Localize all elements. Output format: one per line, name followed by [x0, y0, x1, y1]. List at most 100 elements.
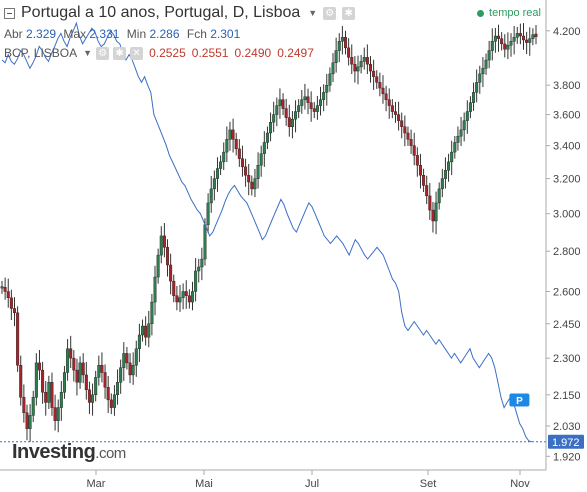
candle-body [94, 377, 98, 396]
y-tick-label: 2.600 [553, 286, 581, 298]
candle-body [16, 312, 20, 366]
candle-body [368, 63, 372, 72]
close-icon[interactable]: ✕ [130, 46, 144, 60]
realtime-indicator: tempo real [477, 7, 541, 19]
candle-body [206, 202, 210, 225]
candle-body [253, 178, 257, 190]
candle-body [450, 151, 454, 163]
y-tick-label: 3.200 [553, 174, 581, 186]
y-tick-label: 2.800 [553, 246, 581, 258]
close-value: 2.301 [210, 27, 241, 41]
candle-body [59, 392, 63, 408]
candle-body [166, 247, 170, 266]
candle-body [25, 412, 29, 429]
candle-body [187, 295, 191, 303]
high-label: Max [63, 27, 87, 41]
candle-body [244, 166, 248, 176]
settings-icon[interactable]: ⚙ [96, 46, 110, 60]
candle-body [169, 264, 173, 282]
gear-icon[interactable]: ✱ [113, 46, 127, 60]
y-tick-label: 1.920 [553, 451, 581, 463]
candle-body [240, 158, 244, 168]
candle-body [100, 365, 104, 373]
compare-series-row: BCP, LISBOA ▼ ⚙ ✱ ✕ 0.2525 0.2551 0.2490… [4, 46, 314, 60]
candle-body [128, 362, 132, 376]
candle-body [468, 102, 472, 112]
candle-body [200, 258, 204, 268]
settings-icon[interactable]: ⚙ [323, 6, 337, 20]
logo-domain: .com [95, 445, 126, 462]
candle-body [497, 35, 501, 39]
candle-body [184, 291, 188, 296]
candle-body [378, 82, 382, 89]
candle-body [56, 407, 60, 421]
candle-body [531, 34, 535, 39]
high-value: 2.331 [89, 27, 120, 41]
candle-body [443, 169, 447, 179]
candle-body [203, 224, 207, 260]
candle-body [440, 178, 444, 190]
candle-body [359, 61, 363, 68]
candle-body [428, 195, 432, 211]
status-dot-icon [477, 9, 485, 17]
candle-body [275, 105, 279, 115]
candle-body [109, 399, 113, 408]
candle-body [347, 47, 351, 58]
candle-body [222, 151, 226, 163]
candle-body [141, 325, 145, 336]
candle-body [409, 139, 413, 146]
candle-body [150, 301, 154, 324]
x-tick-label: Set [420, 478, 437, 490]
candle-body [22, 397, 26, 413]
chevron-down-icon[interactable]: ▼ [308, 8, 318, 18]
candle-body [481, 68, 485, 75]
candle-body [41, 369, 45, 393]
candle-body [162, 235, 166, 248]
event-marker[interactable]: P [509, 393, 530, 407]
candle-body [290, 118, 294, 128]
candle-body [175, 295, 179, 303]
candle-body [319, 99, 323, 106]
candle-body [490, 41, 494, 51]
chevron-down-icon[interactable]: ▼ [83, 48, 93, 58]
candle-body [66, 348, 70, 373]
candle-body [278, 99, 282, 106]
candle-body [122, 353, 126, 368]
candle-body [44, 392, 48, 403]
y-tick-label: 2.030 [553, 421, 581, 433]
candle-body [75, 369, 79, 383]
candle-body [3, 287, 7, 292]
investing-logo[interactable]: Investing.com [12, 441, 126, 464]
candle-body [219, 161, 223, 169]
gear-icon[interactable]: ✱ [342, 6, 356, 20]
open-label: Abr [4, 27, 23, 41]
current-value-label: 1.972 [552, 437, 580, 449]
current-value-badge: 1.972 [548, 434, 584, 449]
realtime-label: tempo real [489, 7, 541, 19]
candle-body [297, 105, 301, 112]
candle-body [91, 394, 95, 403]
candle-body [78, 362, 82, 383]
collapse-icon[interactable] [4, 7, 15, 19]
candle-body [412, 145, 416, 156]
bcp-compare-line [1, 21, 533, 443]
candle-body [190, 291, 194, 303]
candle-body [225, 139, 229, 153]
y-tick-label: 3.600 [553, 110, 581, 122]
candle-body [287, 117, 291, 128]
candle-body [159, 235, 163, 256]
price-candles [0, 23, 538, 442]
candle-body [72, 357, 76, 371]
candle-body [509, 41, 513, 46]
candle-body [294, 111, 298, 120]
candle-body [144, 325, 148, 338]
candle-body [309, 102, 313, 109]
candle-body [62, 372, 66, 393]
candle-body [453, 142, 457, 153]
candle-body [106, 387, 110, 401]
current-value-badge-bg [548, 434, 584, 449]
candle-body [434, 202, 438, 222]
y-tick-label: 3.400 [553, 141, 581, 153]
candle-body [406, 132, 410, 140]
